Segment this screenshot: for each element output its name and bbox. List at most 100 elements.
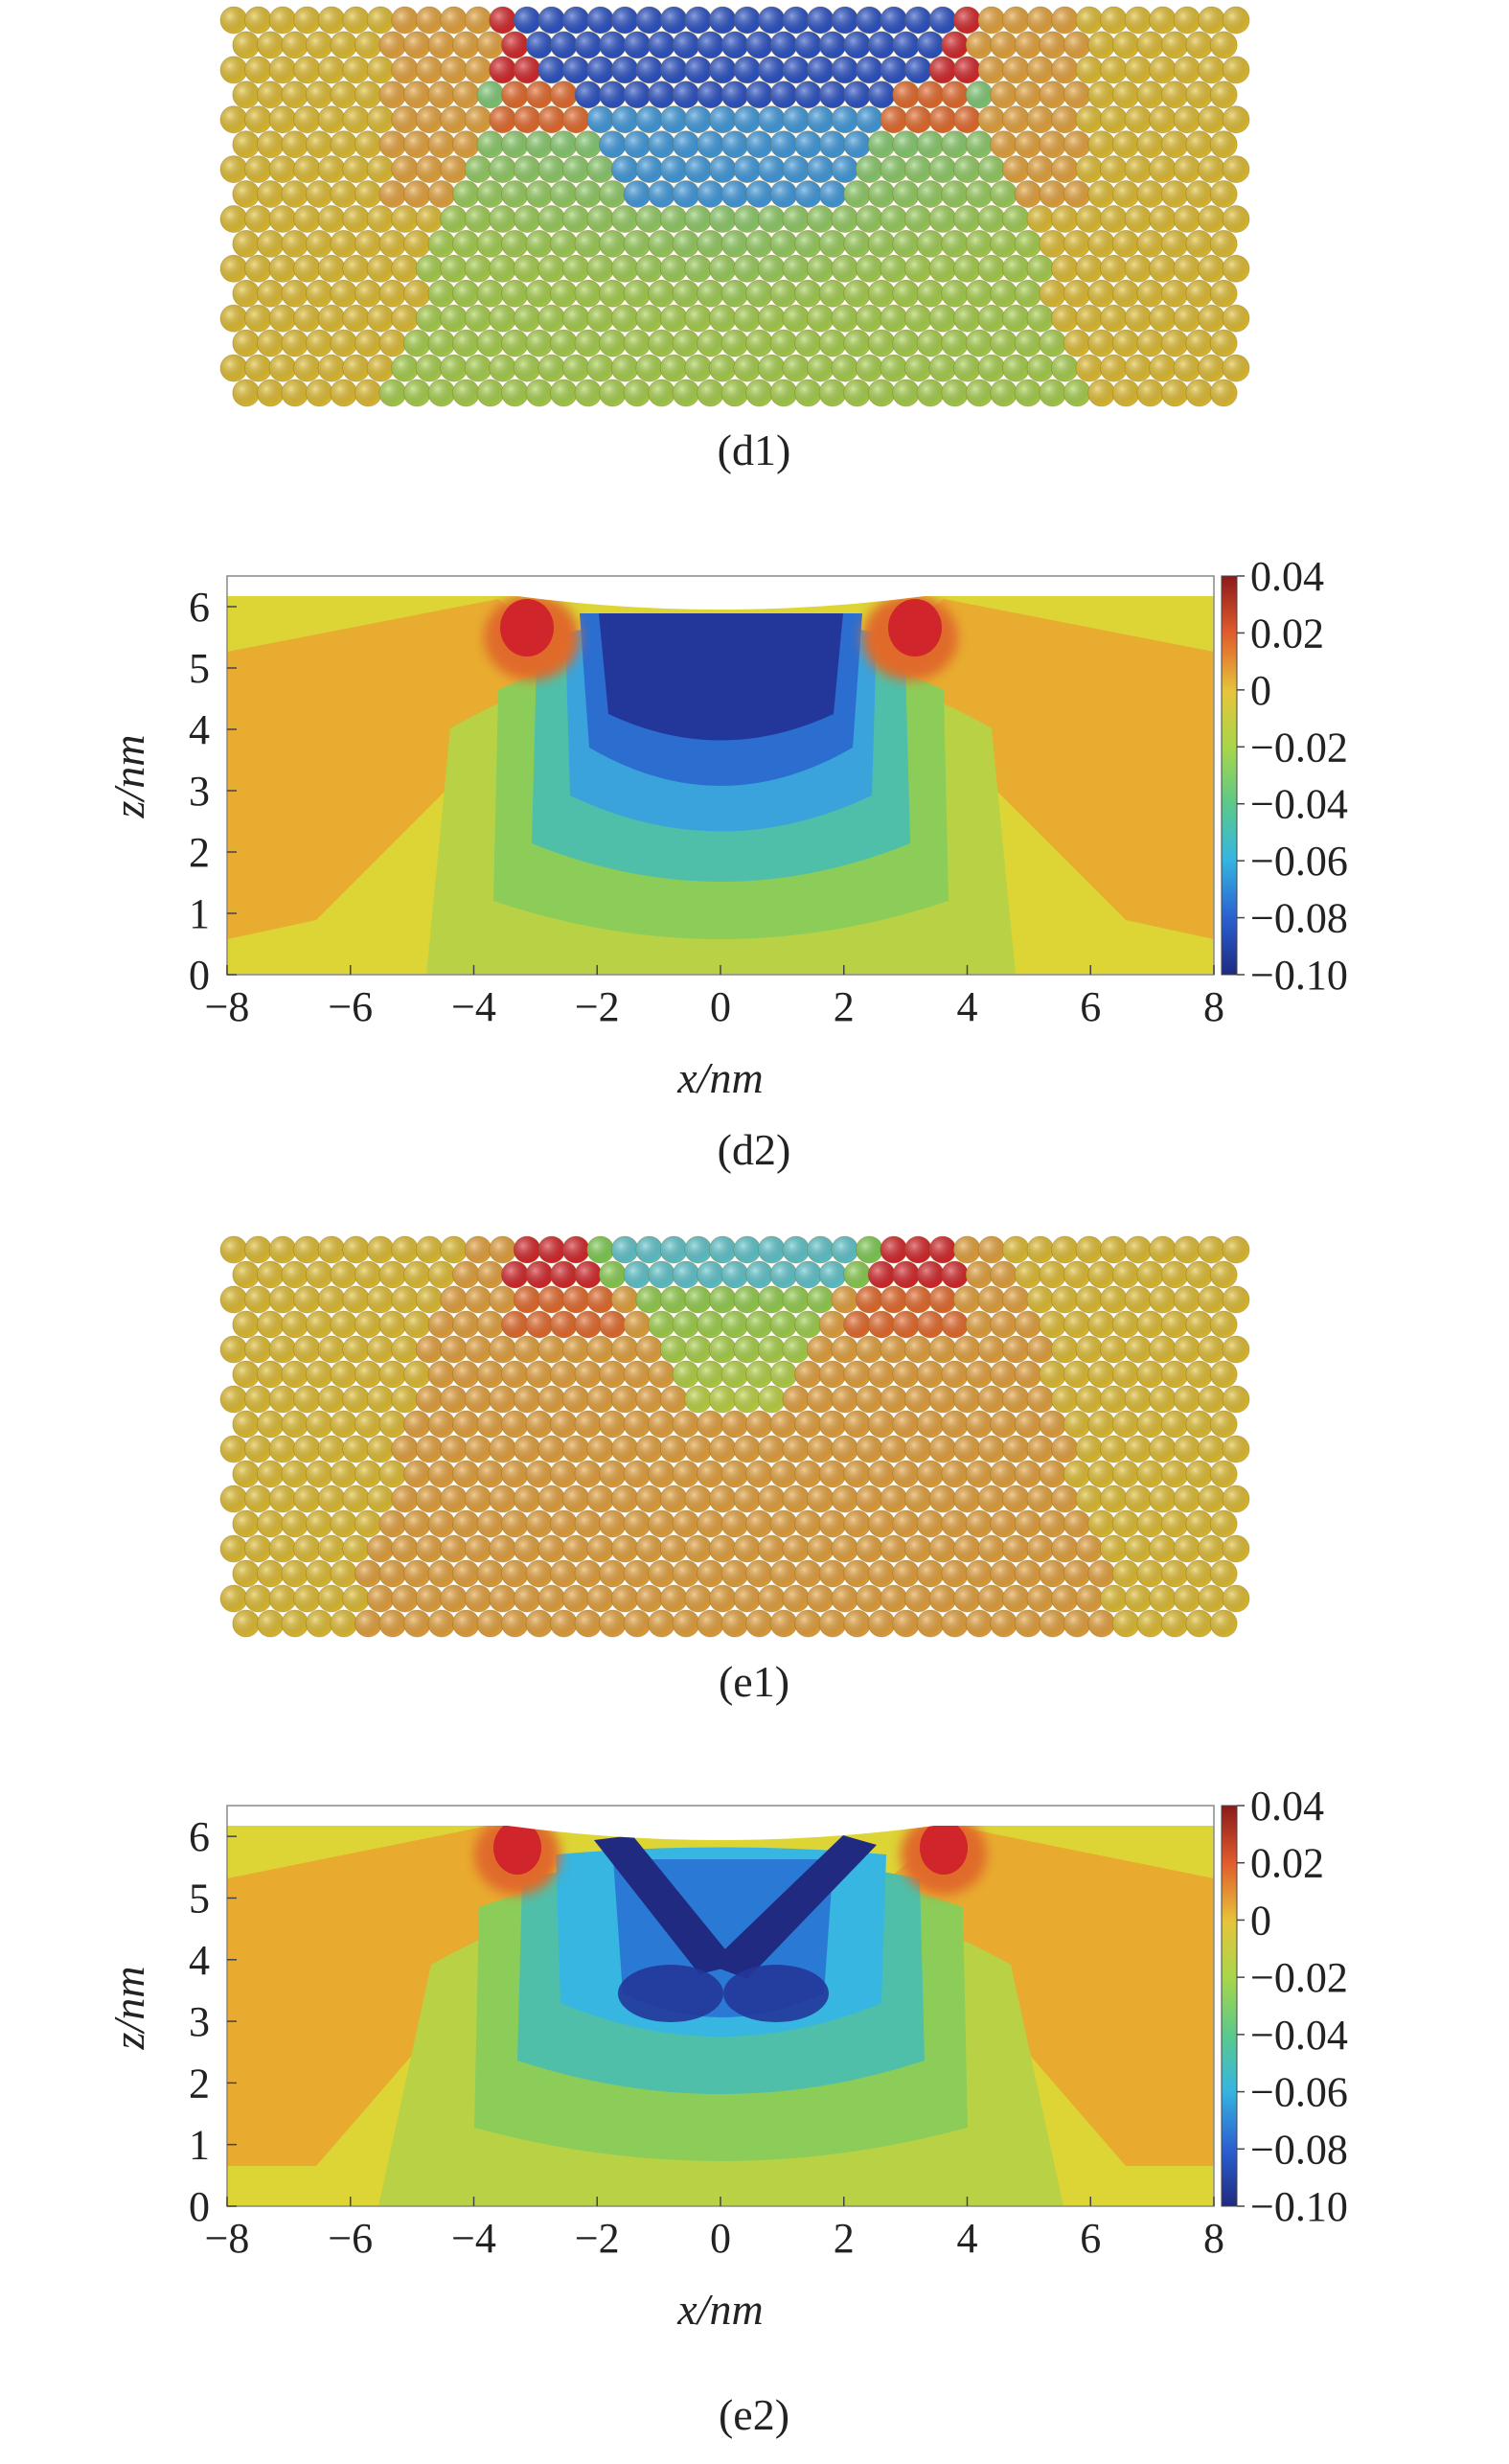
atom-highlight	[1149, 305, 1177, 333]
atom-highlight	[1087, 1610, 1115, 1637]
atom-highlight	[709, 56, 737, 83]
atom-highlight	[977, 1236, 1005, 1263]
atom-highlight	[354, 31, 382, 58]
atom-highlight	[452, 1461, 480, 1487]
atom-highlight	[1100, 1386, 1128, 1413]
atom-highlight	[917, 130, 945, 158]
atom-highlight	[819, 31, 846, 58]
atom-highlight	[599, 1361, 627, 1388]
atom-highlight	[1185, 1261, 1213, 1288]
atom-highlight	[977, 1585, 1005, 1612]
atom-highlight	[1136, 1411, 1164, 1438]
atom-highlight	[843, 380, 871, 406]
atom-highlight	[966, 81, 994, 108]
atom-highlight	[697, 330, 724, 357]
atom-highlight	[232, 1610, 260, 1637]
atom-highlight	[856, 1386, 883, 1413]
atom-highlight	[465, 1286, 492, 1313]
atom-highlight	[269, 1535, 296, 1562]
atom-highlight	[990, 330, 1017, 357]
atom-highlight	[843, 31, 871, 58]
atom-highlight	[856, 1535, 883, 1562]
atom-highlight	[660, 1436, 688, 1462]
atom-highlight	[794, 1311, 822, 1338]
atom-highlight	[574, 1560, 602, 1587]
atom-highlight	[977, 355, 1005, 382]
atom-highlight	[868, 1461, 896, 1487]
atom-highlight	[269, 1236, 296, 1263]
atom-highlight	[745, 130, 773, 158]
atom-highlight	[1015, 1411, 1042, 1438]
atom-highlight	[880, 7, 907, 34]
atom-highlight	[660, 1386, 688, 1413]
atom-highlight	[1026, 305, 1054, 333]
atom-highlight	[391, 205, 419, 233]
atom-highlight	[892, 380, 920, 406]
atom-highlight	[476, 380, 504, 406]
atom-highlight	[306, 31, 333, 58]
atom-highlight	[660, 1236, 688, 1263]
atom-highlight	[562, 1585, 590, 1612]
atom-highlight	[611, 1535, 639, 1562]
atom-highlight	[1223, 355, 1249, 382]
atom-highlight	[1149, 1535, 1177, 1562]
atom-highlight	[745, 1560, 773, 1587]
atom-highlight	[440, 1535, 468, 1562]
atom-highlight	[831, 1535, 858, 1562]
atom-highlight	[367, 56, 395, 83]
atom-highlight	[599, 31, 627, 58]
atom-highlight	[709, 105, 737, 133]
atom-highlight	[807, 1336, 835, 1363]
atom-highlight	[330, 280, 357, 308]
atom-highlight	[1026, 1386, 1054, 1413]
atom-highlight	[904, 1585, 932, 1612]
atom-highlight	[1087, 180, 1115, 208]
atom-highlight	[794, 1411, 822, 1438]
atom-highlight	[342, 1585, 370, 1612]
atom-highlight	[489, 1386, 516, 1413]
atom-highlight	[1026, 1535, 1054, 1562]
y-tick-label: 3	[189, 1998, 210, 2045]
atom-highlight	[1112, 180, 1140, 208]
atom-highlight	[330, 230, 357, 258]
atom-highlight	[550, 1361, 578, 1388]
atom-highlight	[1136, 1560, 1164, 1587]
atom-highlight	[990, 280, 1017, 308]
atom-highlight	[807, 1485, 835, 1512]
atom-highlight	[1125, 1585, 1152, 1612]
atom-highlight	[427, 280, 455, 308]
atom-highlight	[635, 255, 663, 283]
atom-highlight	[465, 205, 492, 233]
atom-highlight	[1174, 1585, 1200, 1612]
atom-highlight	[758, 1336, 786, 1363]
atom-highlight	[1087, 230, 1115, 258]
atom-highlight	[1051, 1236, 1079, 1263]
atom-highlight	[868, 1510, 896, 1537]
atom-highlight	[733, 1286, 761, 1313]
atom-highlight	[1026, 1585, 1054, 1612]
atom-highlight	[440, 105, 468, 133]
atom-highlight	[465, 1485, 492, 1512]
atom-highlight	[1210, 180, 1238, 208]
atom-highlight	[476, 1560, 504, 1587]
atom-highlight	[1063, 1361, 1091, 1388]
atom-highlight	[427, 1510, 455, 1537]
atom-highlight	[648, 31, 675, 58]
atom-highlight	[868, 1610, 896, 1637]
atom-highlight	[782, 305, 810, 333]
atom-highlight	[1051, 1386, 1079, 1413]
atom-highlight	[868, 31, 896, 58]
atom-highlight	[391, 1336, 419, 1363]
atom-highlight	[660, 355, 688, 382]
atom-highlight	[574, 1510, 602, 1537]
atom-highlight	[782, 1585, 810, 1612]
atom-highlight	[1223, 1286, 1249, 1313]
atom-highlight	[378, 1411, 406, 1438]
atom-highlight	[281, 1361, 309, 1388]
atom-highlight	[1087, 280, 1115, 308]
atom-highlight	[403, 380, 431, 406]
atom-highlight	[440, 205, 468, 233]
atom-highlight	[733, 105, 761, 133]
atom-highlight	[244, 1336, 272, 1363]
atom-highlight	[1198, 155, 1225, 183]
